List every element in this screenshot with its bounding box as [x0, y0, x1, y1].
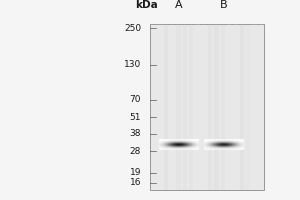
Bar — [157, 24, 162, 190]
Text: 70: 70 — [130, 95, 141, 104]
Bar — [183, 24, 187, 190]
Bar — [176, 24, 181, 190]
Text: 130: 130 — [124, 60, 141, 69]
Text: 19: 19 — [130, 168, 141, 177]
Text: A: A — [175, 0, 182, 10]
Text: 28: 28 — [130, 147, 141, 156]
Bar — [233, 24, 238, 190]
Bar — [170, 24, 174, 190]
Bar — [195, 24, 200, 190]
Text: 16: 16 — [130, 178, 141, 187]
Text: 51: 51 — [130, 113, 141, 122]
Text: 250: 250 — [124, 24, 141, 33]
Bar — [151, 24, 155, 190]
Bar — [189, 24, 194, 190]
Text: kDa: kDa — [136, 0, 158, 10]
Bar — [150, 24, 264, 190]
Bar — [220, 24, 225, 190]
Bar — [246, 24, 250, 190]
Bar — [214, 24, 219, 190]
Bar — [208, 24, 212, 190]
Bar — [252, 24, 257, 190]
Bar — [202, 24, 206, 190]
Bar — [164, 24, 168, 190]
Bar — [227, 24, 231, 190]
Text: B: B — [220, 0, 227, 10]
Text: 38: 38 — [130, 129, 141, 138]
Bar — [240, 24, 244, 190]
Bar — [259, 24, 263, 190]
